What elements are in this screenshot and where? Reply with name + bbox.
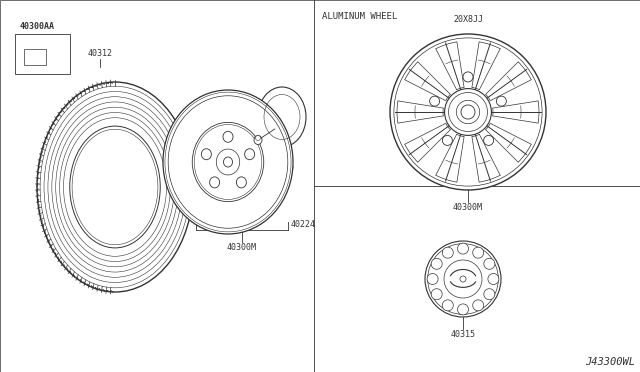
Ellipse shape	[70, 126, 160, 248]
Circle shape	[463, 72, 473, 82]
Ellipse shape	[258, 87, 306, 147]
Circle shape	[429, 96, 440, 106]
Ellipse shape	[236, 177, 246, 188]
Text: 40315: 40315	[451, 330, 476, 339]
Ellipse shape	[254, 135, 262, 144]
Ellipse shape	[202, 149, 211, 160]
Circle shape	[442, 247, 453, 258]
Ellipse shape	[163, 90, 293, 234]
Circle shape	[497, 96, 506, 106]
Ellipse shape	[244, 149, 255, 160]
Circle shape	[431, 289, 442, 300]
Text: 20X8JJ: 20X8JJ	[453, 15, 483, 24]
Circle shape	[442, 300, 453, 311]
Circle shape	[425, 241, 501, 317]
Circle shape	[390, 34, 546, 190]
Text: J43300WL: J43300WL	[585, 357, 635, 367]
Text: 40300M: 40300M	[453, 203, 483, 212]
Ellipse shape	[255, 135, 260, 141]
Circle shape	[484, 289, 495, 300]
Circle shape	[445, 89, 492, 135]
Circle shape	[427, 273, 438, 285]
Text: 40300M: 40300M	[227, 243, 257, 252]
Text: ALUMINUM WHEEL: ALUMINUM WHEEL	[322, 12, 397, 21]
Ellipse shape	[210, 177, 220, 188]
Text: 40315: 40315	[269, 163, 294, 172]
Circle shape	[431, 258, 442, 269]
Bar	[24, 49, 46, 65]
Ellipse shape	[223, 157, 232, 167]
Text: 40312: 40312	[88, 49, 113, 58]
Circle shape	[442, 135, 452, 145]
Circle shape	[473, 247, 484, 258]
Circle shape	[461, 105, 475, 119]
Ellipse shape	[37, 82, 193, 292]
Circle shape	[484, 258, 495, 269]
Circle shape	[488, 273, 499, 285]
Circle shape	[473, 300, 484, 311]
Circle shape	[458, 304, 468, 315]
Circle shape	[458, 243, 468, 254]
Text: 40300AA: 40300AA	[20, 22, 55, 31]
Bar	[15, 34, 70, 74]
Ellipse shape	[223, 131, 233, 142]
Circle shape	[484, 135, 493, 145]
Text: 40224: 40224	[291, 220, 316, 229]
Ellipse shape	[192, 122, 264, 202]
